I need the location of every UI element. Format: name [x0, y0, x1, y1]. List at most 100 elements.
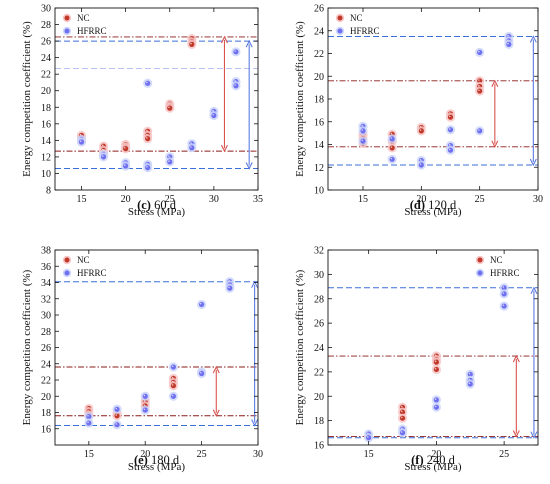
nc-data-point	[433, 366, 439, 373]
y-tick-label: 14	[314, 140, 324, 151]
hfrrc-data-point	[170, 393, 177, 399]
nc-point-highlight	[448, 115, 451, 118]
panel-caption-letter: (c)	[137, 198, 151, 212]
hfrrc-data-point	[477, 128, 483, 134]
hfrrc-point-highlight	[146, 166, 148, 168]
panel-caption-letter: (f)	[411, 453, 424, 467]
nc-data-point	[145, 136, 151, 142]
hfrrc-data-point	[233, 83, 239, 89]
hfrrc-point-highlight	[448, 128, 451, 130]
hfrrc-point-highlight	[212, 113, 214, 116]
y-tick-label: 30	[41, 4, 51, 15]
x-tick-label: 20	[121, 194, 131, 205]
hfrrc-range-arrow-head-top	[529, 35, 537, 43]
legend-marker-nc	[64, 257, 70, 263]
y-tick-label: 10	[314, 186, 324, 197]
hfrrc-range-arrow-head-bottom	[530, 431, 538, 439]
nc-data-point	[170, 383, 177, 389]
y-tick-label: 22	[314, 49, 324, 60]
y-tick-label: 26	[314, 4, 324, 15]
nc-point-highlight	[434, 367, 437, 370]
y-tick-label: 32	[41, 294, 51, 305]
hfrrc-data-point	[447, 127, 454, 133]
x-tick-label: 15	[364, 449, 374, 460]
y-tick-label: 26	[41, 37, 51, 48]
y-tick-label: 20	[314, 392, 324, 403]
y-tick-label: 22	[314, 367, 324, 378]
y-tick-label: 32	[314, 246, 324, 257]
hfrrc-data-point	[501, 291, 507, 297]
hfrrc-data-point	[86, 420, 92, 426]
nc-point-highlight	[478, 84, 480, 87]
hfrrc-point-highlight	[502, 304, 505, 307]
nc-point-highlight	[168, 106, 170, 109]
y-tick-label: 26	[41, 343, 51, 354]
hfrrc-data-point	[170, 364, 177, 370]
chart-panel-1: 15 20 25 30 35 8 10 12 14 16 18 20 22 24 26 28 30 Stress …	[21, 4, 263, 219]
hfrrc-data-point	[233, 49, 239, 55]
hfrrc-point-highlight	[478, 129, 480, 131]
x-tick-label: 25	[197, 449, 207, 460]
y-axis-title: Energy competition coefficient (%)	[21, 21, 33, 177]
hfrrc-data-point	[467, 381, 473, 387]
legend-label-nc: NC	[77, 13, 90, 23]
hfrrc-point-highlight	[171, 365, 174, 368]
panel-caption: (c) 60 d	[137, 198, 177, 212]
x-tick-label: 30	[533, 194, 543, 205]
hfrrc-point-highlight	[124, 164, 126, 167]
x-tick-label: 20	[140, 449, 150, 460]
hfrrc-data-point	[145, 165, 151, 171]
nc-point-highlight	[390, 132, 393, 135]
nc-data-point	[399, 415, 406, 421]
x-tick-label: 35	[253, 194, 263, 205]
hfrrc-range-arrow-head-top	[251, 280, 259, 288]
legend-marker-hfrrc	[477, 270, 483, 276]
y-axis-title: Energy competition coefficient (%)	[294, 269, 306, 425]
y-tick-label: 16	[41, 424, 51, 435]
nc-point-highlight	[390, 146, 393, 148]
hfrrc-data-point	[389, 156, 395, 162]
x-tick-label: 15	[76, 194, 86, 205]
nc-point-highlight	[478, 79, 480, 81]
hfrrc-data-point	[433, 397, 439, 403]
hfrrc-point-highlight	[361, 124, 364, 127]
hfrrc-data-point	[360, 138, 366, 144]
legend-label-hfrrc: HFRRC	[350, 26, 380, 36]
nc-data-point	[167, 105, 173, 111]
hfrrc-point-highlight	[434, 405, 437, 408]
x-tick-label: 25	[499, 449, 509, 460]
panel-caption-age: 180 d	[148, 453, 180, 467]
hfrrc-point-highlight	[234, 84, 236, 86]
hfrrc-point-highlight	[115, 407, 118, 410]
y-tick-label: 8	[46, 186, 51, 197]
hfrrc-point-highlight	[228, 286, 230, 289]
hfrrc-point-highlight	[478, 50, 480, 53]
legend-marker-hfrrc	[337, 28, 343, 34]
x-tick-label: 30	[253, 449, 263, 460]
x-tick-label: 20	[416, 194, 426, 205]
hfrrc-point-highlight	[200, 302, 202, 305]
hfrrc-point-highlight	[507, 34, 509, 37]
nc-range-arrow-head-bottom	[491, 140, 499, 149]
y-tick-label: 24	[314, 343, 324, 354]
hfrrc-point-highlight	[234, 50, 236, 52]
hfrrc-point-highlight	[390, 137, 393, 139]
hfrrc-point-highlight	[448, 144, 451, 146]
nc-data-point	[389, 145, 395, 151]
nc-point-highlight	[400, 410, 403, 413]
legend-label-nc: NC	[77, 255, 90, 265]
y-tick-label: 30	[41, 311, 51, 322]
nc-data-point	[447, 114, 454, 120]
x-axis-title: Stress (MPa)	[404, 461, 461, 473]
nc-range-arrow-head-bottom	[512, 430, 520, 438]
hfrrc-point-highlight	[87, 421, 89, 424]
x-tick-label: 15	[358, 194, 368, 205]
hfrrc-point-highlight	[190, 146, 192, 148]
hfrrc-data-point	[145, 80, 151, 86]
hfrrc-point-highlight	[390, 157, 393, 160]
y-tick-label: 20	[41, 86, 51, 97]
nc-point-highlight	[115, 414, 118, 416]
y-tick-label: 16	[314, 441, 324, 452]
hfrrc-point-highlight	[168, 155, 170, 157]
nc-point-highlight	[190, 42, 192, 45]
